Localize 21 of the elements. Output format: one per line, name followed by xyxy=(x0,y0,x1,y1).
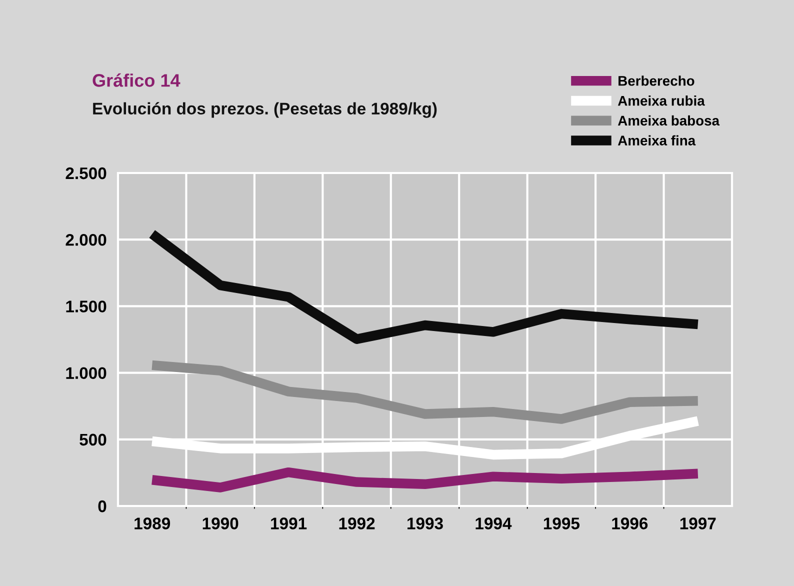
x-tick-label: 1997 xyxy=(680,518,716,530)
legend-label: Ameixa fina xyxy=(618,135,696,146)
chart-title: Gráfico 14 xyxy=(92,73,180,87)
x-tick-label: 1991 xyxy=(271,518,307,530)
x-tick-label: 1990 xyxy=(202,518,238,530)
x-tick-label: 1992 xyxy=(339,518,375,530)
x-tick-label: 1994 xyxy=(476,518,512,530)
y-tick-label: 1.000 xyxy=(66,367,106,380)
x-tick-label: 1995 xyxy=(544,518,580,530)
legend-label: Berberecho xyxy=(618,76,694,86)
x-tick-label: 1996 xyxy=(612,518,648,530)
legend-label: Ameixa rubia xyxy=(618,96,705,106)
y-tick-label: 2.500 xyxy=(66,167,106,180)
y-tick-label: 2.000 xyxy=(66,234,106,246)
y-tick-label: 1.500 xyxy=(66,300,106,312)
chart-subtitle: Evolución dos prezos. (Pesetas de 1989/kg) xyxy=(93,102,437,118)
x-tick-label: 1993 xyxy=(408,518,443,530)
legend-label: Ameixa babosa xyxy=(618,115,720,126)
x-tick-label: 1989 xyxy=(134,518,170,530)
y-tick-label: 500 xyxy=(80,434,106,446)
y-tick-label: 0 xyxy=(98,500,106,512)
